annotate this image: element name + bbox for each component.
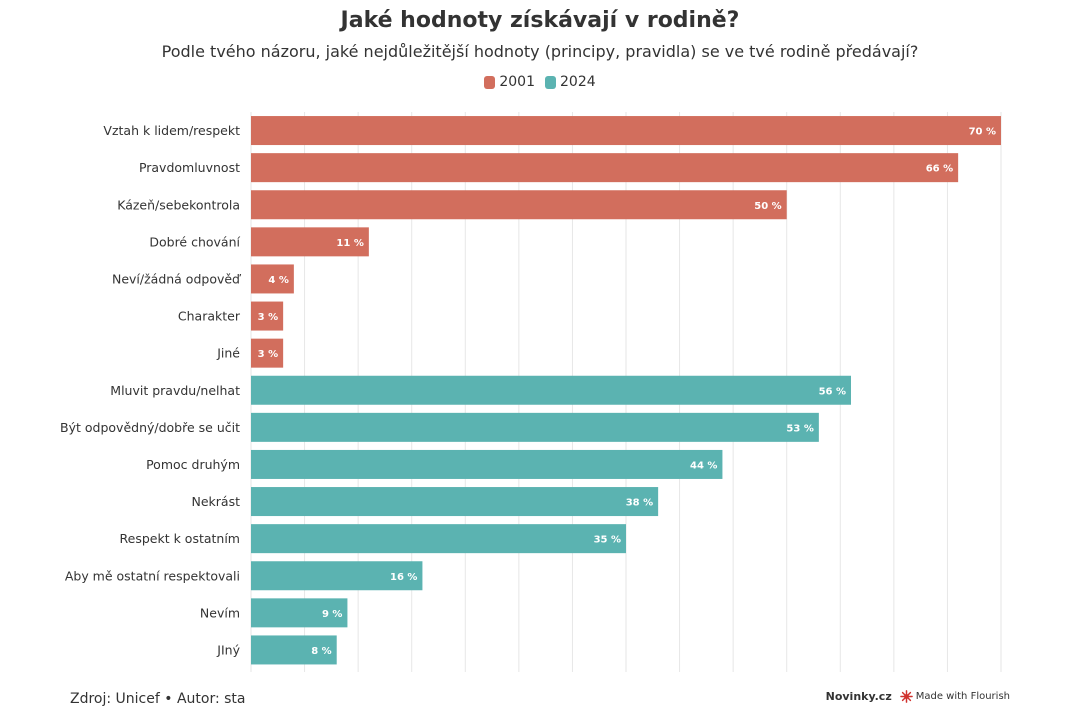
chart-subtitle: Podle tvého názoru, jaké nejdůležitější …: [161, 42, 919, 61]
category-label: Charakter: [178, 309, 241, 324]
brand-logo[interactable]: Novinky.cz: [825, 690, 892, 703]
data-label: 35 %: [594, 535, 621, 546]
data-label: 3 %: [258, 312, 278, 323]
category-label: Nevím: [200, 605, 240, 620]
bar-2024[interactable]: [251, 524, 626, 554]
flourish-credit[interactable]: Made with Flourish: [899, 690, 1010, 703]
data-label: 3 %: [258, 349, 278, 360]
category-label: Být odpovědný/dobře se učit: [60, 420, 240, 435]
data-label: 11 %: [336, 238, 363, 249]
category-label: Dobré chování: [149, 234, 240, 249]
bar-2024[interactable]: [251, 412, 819, 442]
bar-2001[interactable]: [251, 116, 1001, 146]
flourish-label: Made with Flourish: [915, 691, 1010, 702]
bar-2024[interactable]: [251, 449, 723, 479]
category-label: Neví/žádná odpověď: [112, 271, 242, 286]
category-label: Respekt k ostatním: [120, 531, 240, 546]
data-label: 53 %: [786, 423, 813, 434]
legend-label-2001: 2001: [499, 74, 535, 90]
data-label: 4 %: [268, 275, 288, 286]
category-label: Nekrást: [192, 494, 241, 509]
legend-item-2001[interactable]: 2001: [484, 74, 535, 90]
data-label: 8 %: [311, 646, 331, 657]
legend-item-2024[interactable]: 2024: [545, 74, 596, 90]
bar-2024[interactable]: [251, 598, 348, 628]
data-label: 66 %: [926, 164, 953, 175]
footer-branding: Novinky.cz Made with Flourish: [826, 690, 1010, 703]
data-label: 38 %: [626, 498, 653, 509]
bar-2024[interactable]: [251, 561, 423, 591]
bar-2001[interactable]: [251, 227, 369, 257]
category-label: Jiné: [216, 346, 240, 361]
category-label: Aby mě ostatní respektovali: [65, 568, 240, 583]
source-credit: Zdroj: Unicef • Autor: sta: [70, 691, 246, 707]
bar-2001[interactable]: [251, 153, 959, 183]
legend-swatch-2001: [484, 75, 496, 89]
legend-label-2024: 2024: [560, 74, 596, 90]
category-label: Vztah k lidem/respekt: [103, 123, 240, 138]
flourish-burst-icon: [899, 690, 913, 703]
legend-swatch-2024: [545, 75, 556, 89]
legend: 2001 2024: [0, 74, 1080, 90]
category-label: Kázeň/sebekontrola: [117, 197, 240, 212]
chart-title: Jaké hodnoty získávají v rodině?: [340, 8, 740, 33]
category-label: Pomoc druhým: [146, 457, 240, 472]
bar-2024[interactable]: [251, 487, 659, 517]
category-label: JIný: [216, 642, 240, 657]
data-label: 44 %: [690, 460, 717, 471]
data-label: 70 %: [969, 127, 996, 138]
category-label: Mluvit pravdu/nelhat: [110, 383, 240, 398]
data-label: 56 %: [819, 386, 846, 397]
category-label: Pravdomluvnost: [139, 160, 240, 175]
data-label: 50 %: [754, 201, 781, 212]
bar-2001[interactable]: [251, 190, 787, 220]
bar-2024[interactable]: [251, 635, 337, 665]
data-label: 9 %: [322, 609, 342, 620]
bar-2001[interactable]: [251, 264, 294, 294]
bar-2024[interactable]: [251, 375, 851, 405]
bar-2001[interactable]: [251, 301, 284, 331]
data-label: 16 %: [390, 572, 417, 583]
bar-2001[interactable]: [251, 338, 284, 368]
